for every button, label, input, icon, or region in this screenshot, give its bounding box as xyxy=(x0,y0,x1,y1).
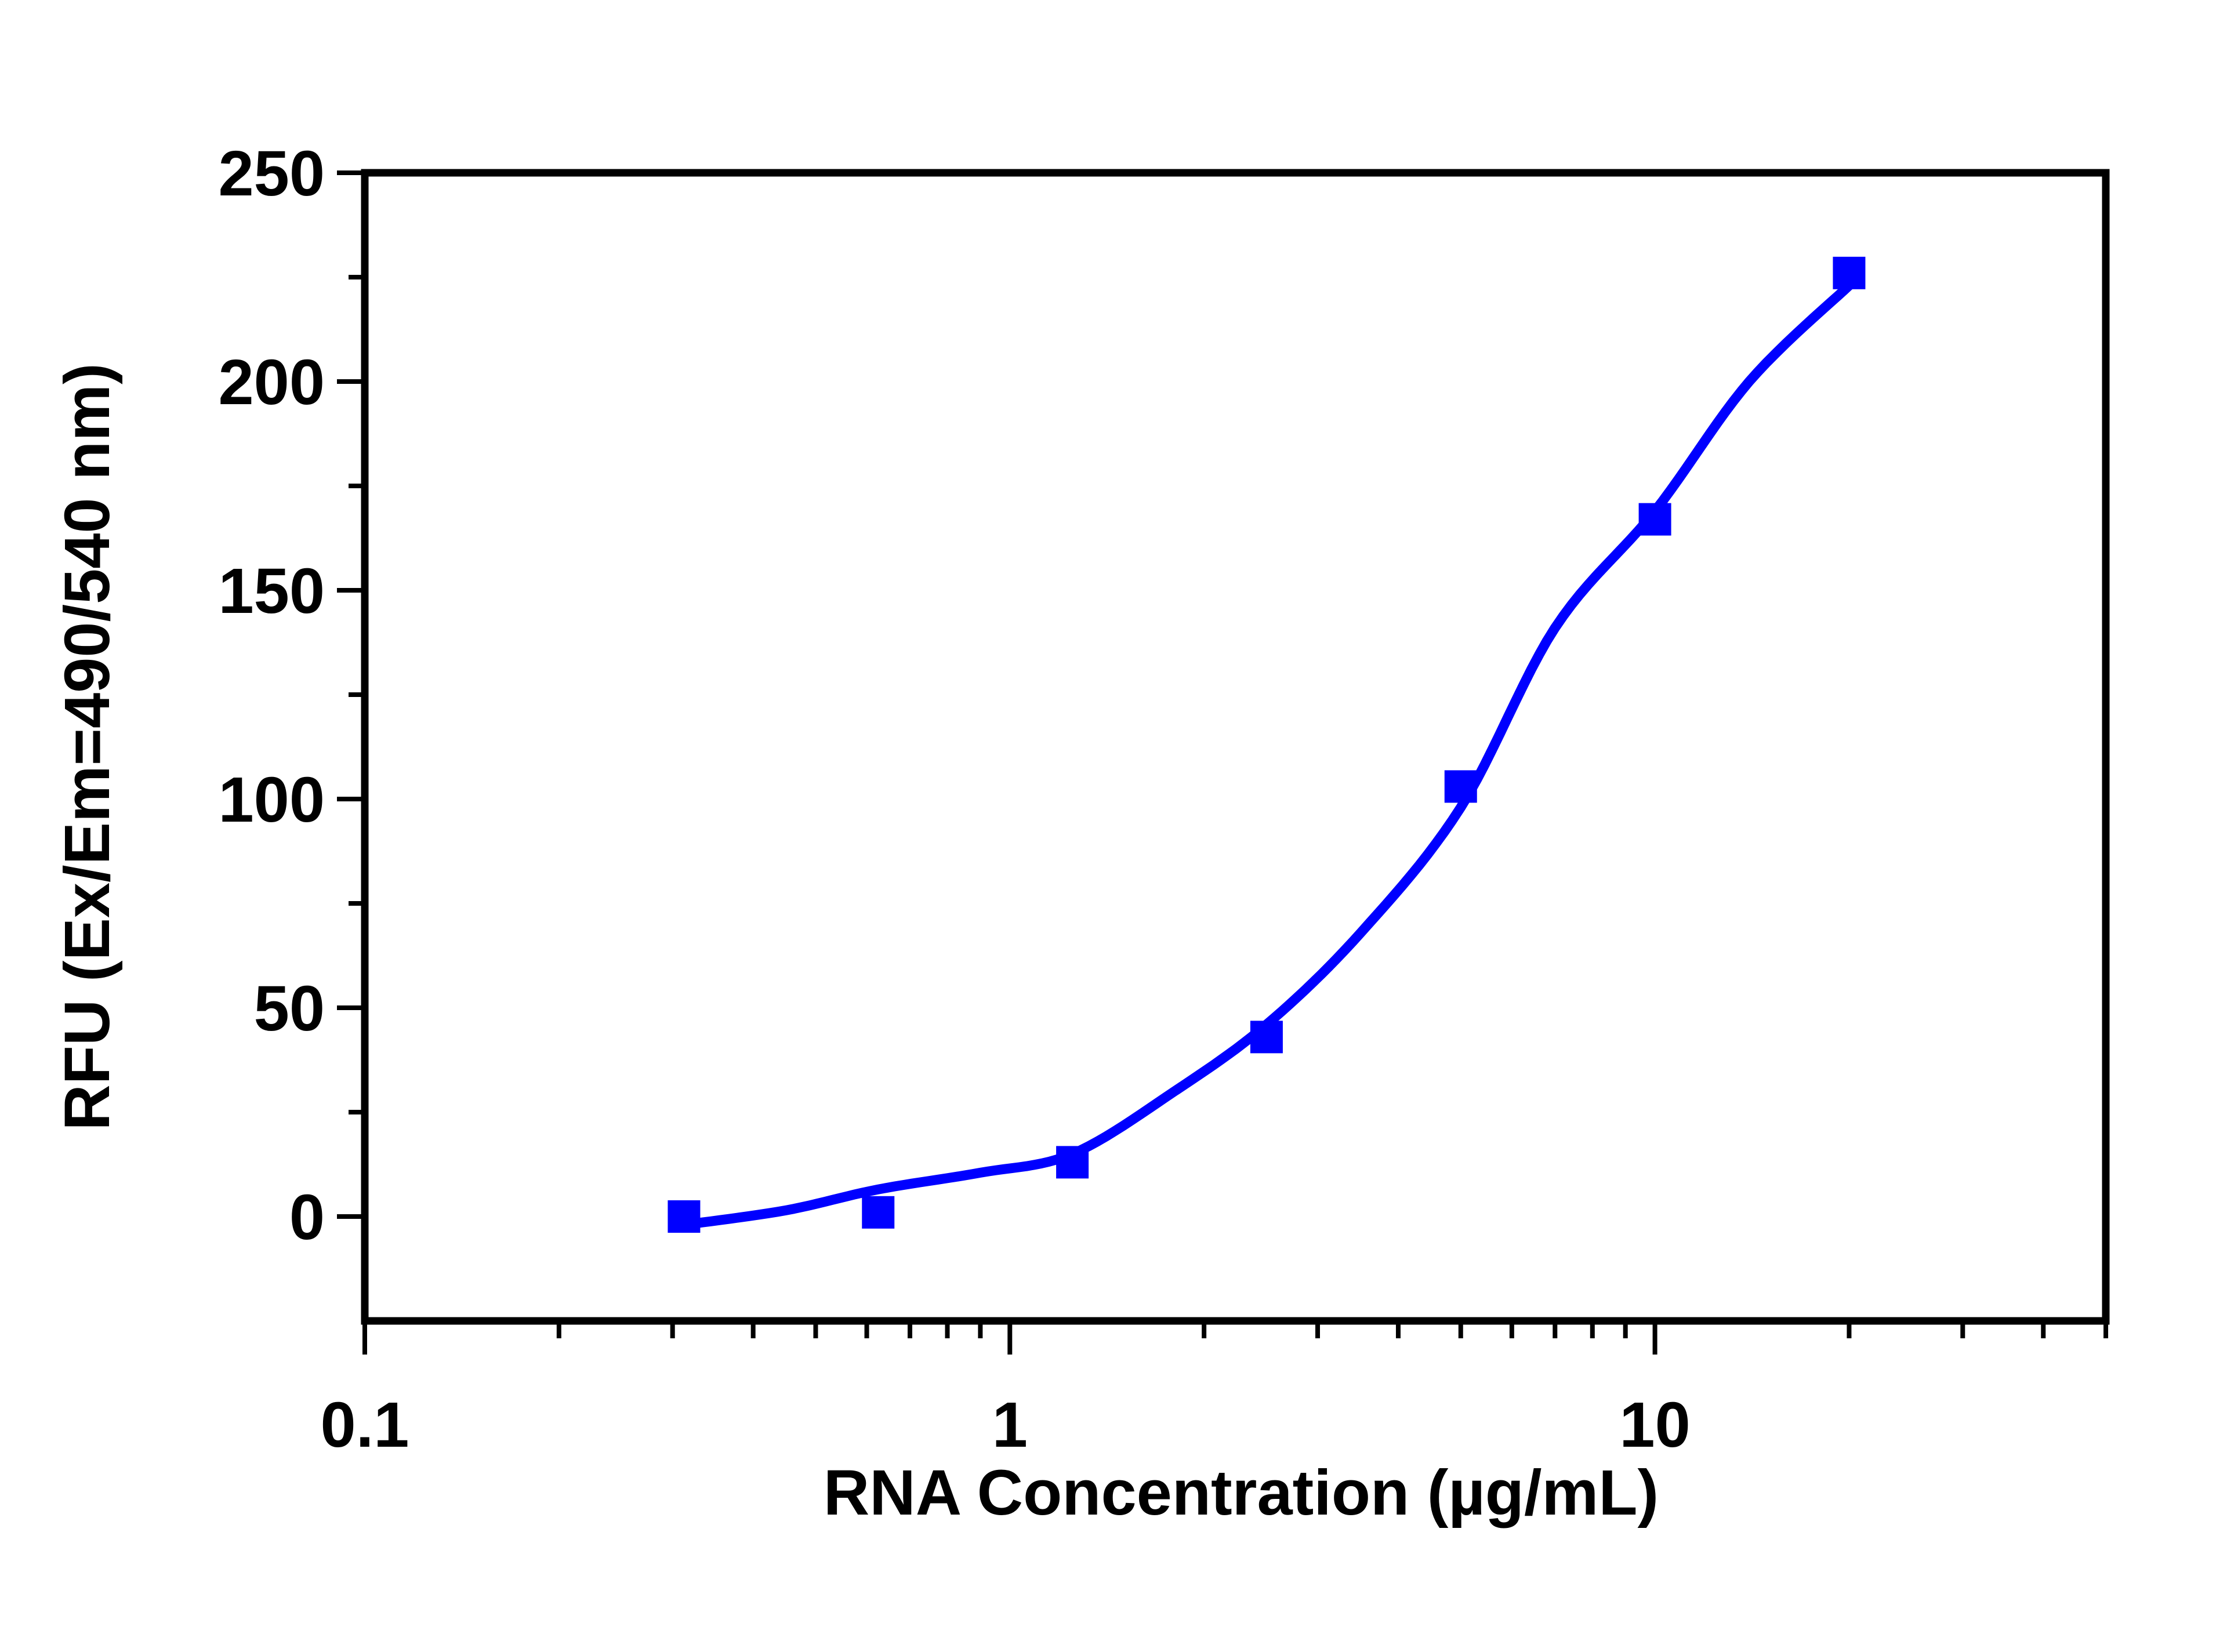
y-axis-title: RFU (Ex/Em=490/540 nm) xyxy=(52,363,123,1131)
data-point-marker xyxy=(1250,1021,1283,1054)
data-point-marker xyxy=(1056,1146,1089,1179)
y-tick-label: 150 xyxy=(218,555,325,627)
data-point-marker xyxy=(1444,770,1477,803)
y-tick-label: 100 xyxy=(218,764,325,836)
data-point-marker xyxy=(1833,256,1866,289)
y-axis-ticks xyxy=(337,170,365,1219)
data-point-marker xyxy=(862,1196,895,1229)
y-tick-label: 200 xyxy=(218,347,325,418)
x-tick-labels: 0.1 1 10 xyxy=(321,1389,1691,1461)
x-axis-ticks xyxy=(362,1321,2109,1355)
x-tick-label: 1 xyxy=(992,1389,1028,1461)
data-points xyxy=(668,256,1866,1233)
plot-frame xyxy=(361,169,2110,1325)
x-axis-title: RNA Concentration (µg/mL) xyxy=(824,1457,1659,1528)
y-tick-labels: 0 50 100 150 200 250 xyxy=(218,138,325,1253)
y-tick-label: 0 xyxy=(289,1182,325,1253)
data-point-marker xyxy=(668,1200,701,1233)
data-point-marker xyxy=(1638,503,1671,536)
y-tick-label: 50 xyxy=(254,973,325,1044)
y-tick-label: 250 xyxy=(218,138,325,209)
x-tick-label: 0.1 xyxy=(321,1389,409,1461)
x-tick-label: 10 xyxy=(1619,1389,1690,1461)
